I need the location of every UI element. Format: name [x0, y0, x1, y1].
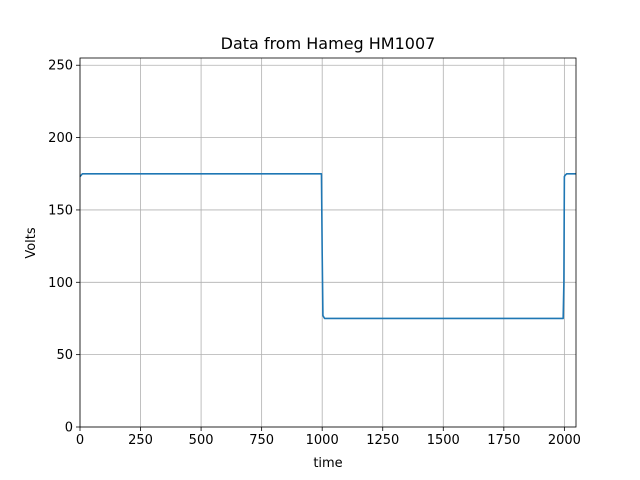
x-tick-label: 1250	[366, 433, 399, 448]
series-line	[79, 172, 576, 320]
x-tick-label: 1500	[427, 433, 460, 448]
grid	[79, 58, 576, 428]
x-tick-label: 1750	[487, 433, 520, 448]
y-tick-label: 250	[48, 59, 73, 74]
x-tick-label: 0	[76, 433, 84, 448]
x-tick-label: 750	[249, 433, 274, 448]
x-tick-label: 2000	[548, 433, 581, 448]
x-tick-label: 250	[128, 433, 153, 448]
x-tick-label: 500	[189, 433, 214, 448]
x-tick-label: 1000	[306, 433, 339, 448]
y-axis-label: Volts	[24, 227, 39, 259]
x-axis-label: time	[313, 456, 342, 471]
axes: 0 250 500 750 1000 1250 1500 1750 2000 0 50 100 150 2…	[48, 57, 581, 448]
y-tick-label: 150	[48, 203, 73, 218]
y-tick-label: 50	[56, 348, 73, 363]
y-tick-label: 0	[65, 421, 73, 436]
chart-title: Data from Hameg HM1007	[221, 34, 436, 53]
y-tick-label: 200	[48, 131, 73, 146]
plot-area	[79, 172, 576, 320]
y-tick-label: 100	[48, 276, 73, 291]
axes-frame	[79, 57, 577, 428]
